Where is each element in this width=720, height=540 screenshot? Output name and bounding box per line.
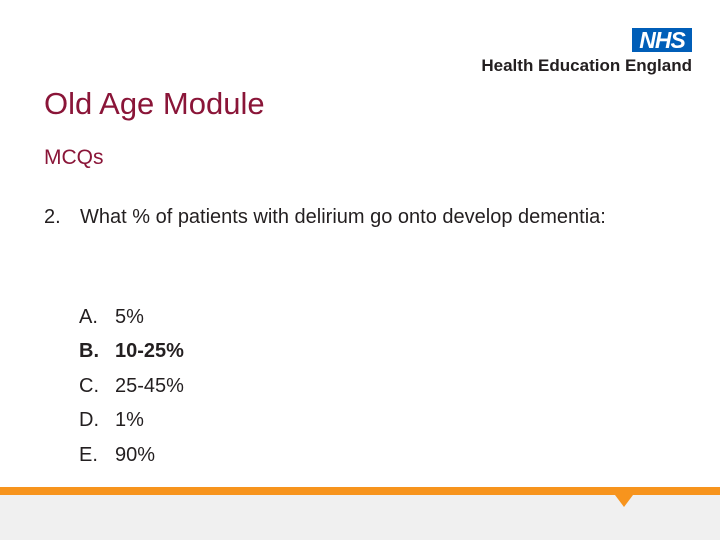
option-text: 10-25% <box>115 340 184 363</box>
footer-band <box>0 495 720 540</box>
question-number: 2. <box>44 206 61 228</box>
option-text: 90% <box>115 443 156 466</box>
organisation-name: Health Education England <box>481 56 692 75</box>
option-letter: A. <box>79 305 98 328</box>
option-text: 5% <box>115 305 144 328</box>
option-a: A. 5% <box>79 300 184 335</box>
option-e: E. 90% <box>79 438 184 473</box>
slide-title: Old Age Module <box>44 86 265 121</box>
footer-tab-marker <box>615 495 633 507</box>
footer-accent-bar <box>0 487 720 495</box>
option-c: C. 25-45% <box>79 369 184 404</box>
option-text: 1% <box>115 409 144 432</box>
option-d: D. 1% <box>79 404 184 439</box>
option-letter: C. <box>79 374 99 397</box>
option-letter: D. <box>79 409 99 432</box>
option-text: 25-45% <box>115 374 184 397</box>
option-letter: E. <box>79 443 98 466</box>
nhs-logo: NHS <box>632 28 692 52</box>
slide-subtitle: MCQs <box>44 146 104 169</box>
hee-logo: NHS Health Education England <box>448 28 692 78</box>
option-letter: B. <box>79 340 99 363</box>
question-text: What % of patients with delirium go onto… <box>80 206 606 228</box>
answer-options: A. 5% B. 10-25% C. 25-45% D. 1% E. 90% <box>79 300 184 473</box>
question: 2. What % of patients with delirium go o… <box>44 203 644 232</box>
option-b: B. 10-25% <box>79 335 184 370</box>
